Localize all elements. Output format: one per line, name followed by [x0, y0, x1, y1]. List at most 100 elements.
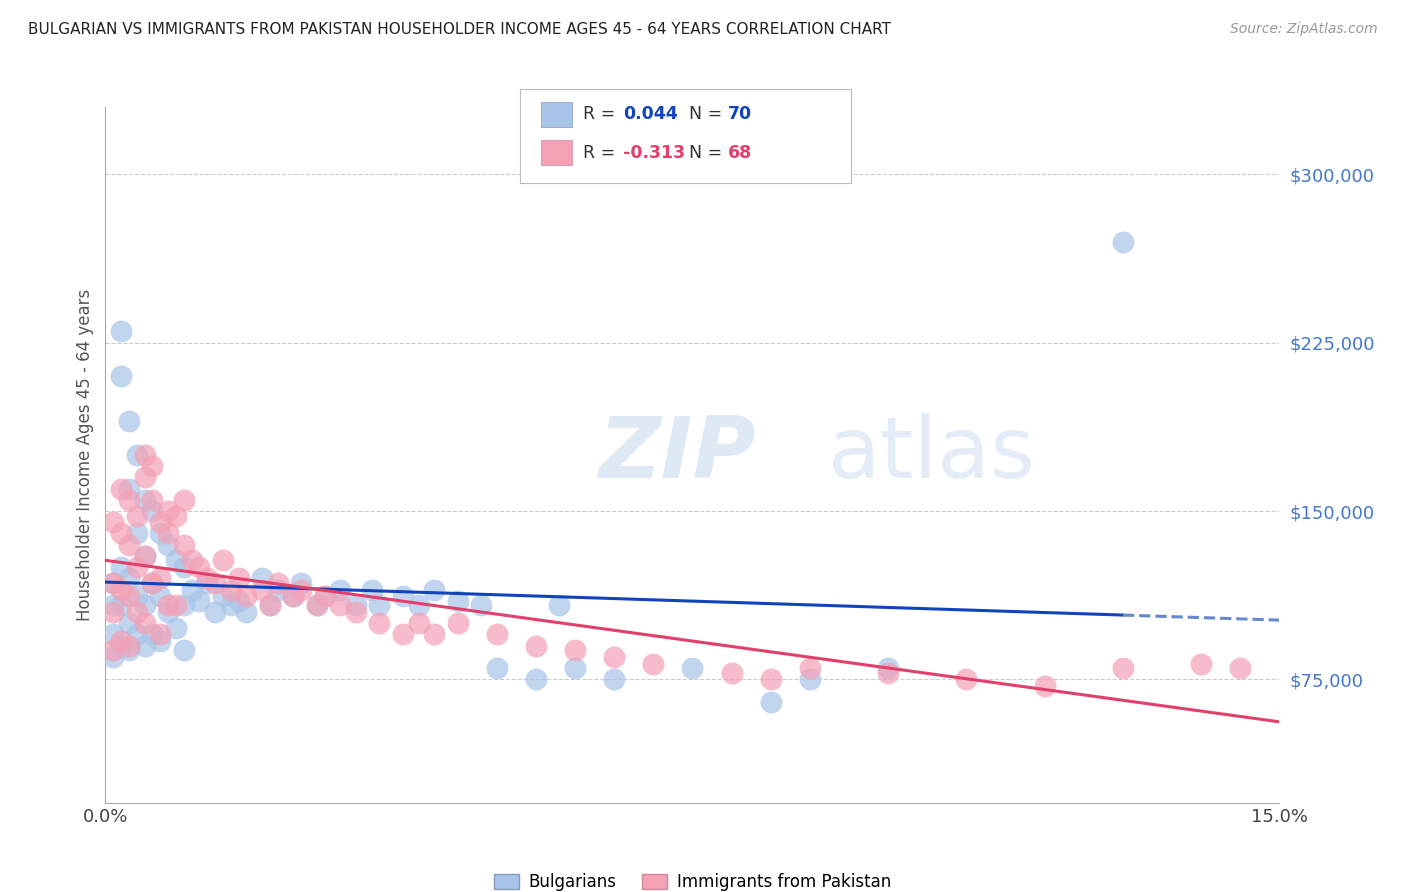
Point: [103, 599, 125, 613]
Text: N =: N =: [689, 144, 728, 161]
Point: [173, 643, 195, 657]
Point: [235, 605, 257, 619]
Y-axis label: Householder Income Ages 45 - 64 years: Householder Income Ages 45 - 64 years: [76, 289, 94, 621]
Point: [125, 627, 148, 641]
Point: [118, 414, 141, 428]
Point: [118, 639, 141, 653]
Point: [266, 575, 288, 590]
Point: [720, 665, 742, 680]
Point: [283, 590, 305, 604]
Point: [759, 673, 782, 687]
Point: [118, 590, 141, 604]
Point: [219, 582, 242, 597]
Point: [103, 627, 125, 641]
Point: [149, 526, 172, 541]
Point: [344, 599, 367, 613]
Point: [157, 504, 180, 518]
Point: [423, 582, 446, 597]
Point: [1189, 657, 1212, 671]
Text: N =: N =: [689, 105, 728, 123]
Point: [103, 575, 125, 590]
Point: [204, 575, 226, 590]
Point: [157, 599, 180, 613]
Point: [110, 325, 132, 339]
Point: [329, 582, 352, 597]
Point: [266, 582, 288, 597]
Point: [149, 515, 172, 529]
Point: [195, 571, 218, 585]
Point: [173, 599, 195, 613]
Point: [157, 538, 180, 552]
Point: [195, 575, 218, 590]
Point: [524, 639, 547, 653]
Point: [314, 590, 336, 604]
Point: [134, 639, 156, 653]
Point: [134, 448, 156, 462]
Point: [188, 594, 211, 608]
Point: [125, 448, 148, 462]
Point: [165, 599, 187, 613]
Point: [149, 571, 172, 585]
Point: [141, 575, 163, 590]
Point: [103, 575, 125, 590]
Point: [314, 590, 336, 604]
Point: [228, 594, 250, 608]
Text: R =: R =: [583, 144, 621, 161]
Point: [329, 599, 352, 613]
Point: [141, 627, 163, 641]
Point: [103, 605, 125, 619]
Point: [110, 526, 132, 541]
Point: [118, 571, 141, 585]
Point: [125, 526, 148, 541]
Point: [103, 515, 125, 529]
Point: [110, 482, 132, 496]
Point: [118, 482, 141, 496]
Point: [110, 560, 132, 574]
Point: [305, 599, 328, 613]
Point: [125, 590, 148, 604]
Point: [173, 492, 195, 507]
Point: [134, 549, 156, 563]
Point: [204, 605, 226, 619]
Point: [392, 627, 415, 641]
Point: [408, 599, 430, 613]
Point: [235, 590, 257, 604]
Point: [103, 649, 125, 664]
Point: [759, 695, 782, 709]
Point: [799, 661, 821, 675]
Point: [180, 553, 202, 567]
Point: [149, 590, 172, 604]
Text: 68: 68: [728, 144, 752, 161]
Point: [283, 590, 305, 604]
Point: [134, 549, 156, 563]
Point: [1229, 661, 1251, 675]
Point: [134, 616, 156, 631]
Point: [603, 649, 626, 664]
Text: atlas: atlas: [828, 413, 1035, 497]
Point: [188, 560, 211, 574]
Point: [485, 627, 508, 641]
Point: [149, 634, 172, 648]
Point: [548, 599, 571, 613]
Point: [799, 673, 821, 687]
Point: [259, 599, 281, 613]
Point: [603, 673, 626, 687]
Point: [173, 560, 195, 574]
Point: [118, 643, 141, 657]
Point: [392, 590, 415, 604]
Point: [180, 582, 202, 597]
Point: [157, 605, 180, 619]
Point: [290, 575, 312, 590]
Text: ZIP: ZIP: [599, 413, 756, 497]
Point: [125, 508, 148, 523]
Point: [564, 661, 586, 675]
Point: [368, 599, 391, 613]
Point: [103, 643, 125, 657]
Point: [110, 639, 132, 653]
Point: [118, 492, 141, 507]
Text: R =: R =: [583, 105, 621, 123]
Point: [485, 661, 508, 675]
Point: [360, 582, 382, 597]
Point: [141, 575, 163, 590]
Point: [1112, 235, 1135, 249]
